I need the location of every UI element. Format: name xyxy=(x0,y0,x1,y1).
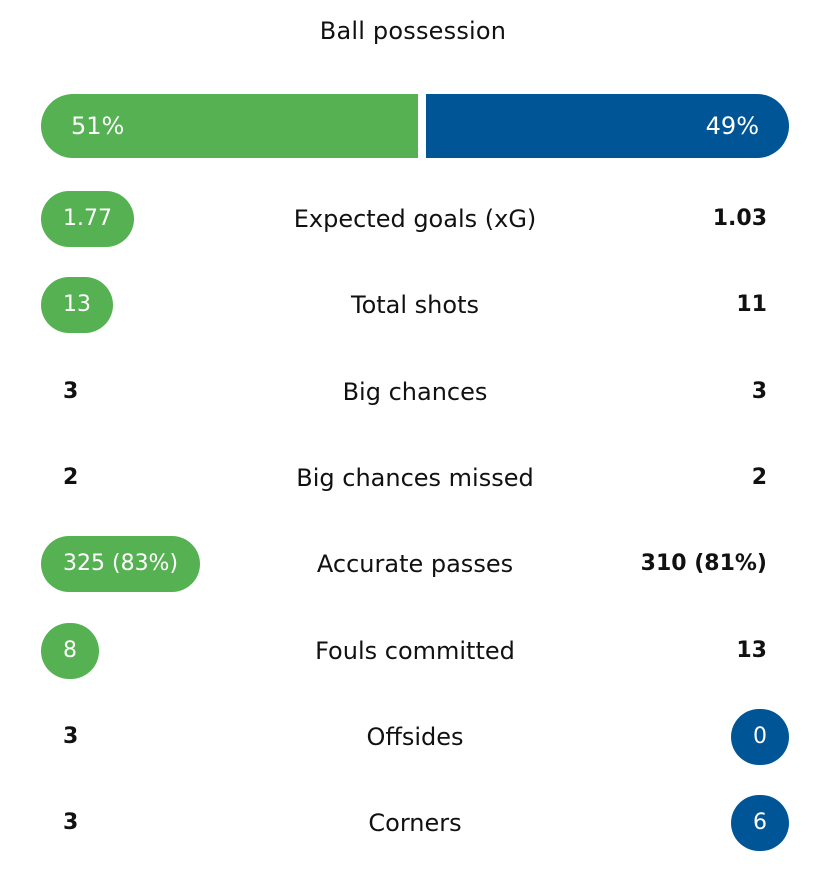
stat-label: Fouls committed xyxy=(315,637,515,665)
stat-row-big-chances-missed: 2 Big chances missed 2 xyxy=(41,450,789,506)
stat-row-big-chances: 3 Big chances 3 xyxy=(41,364,789,420)
stat-row-corners: 3 Corners 6 xyxy=(41,795,789,851)
away-stat-value: 310 (81%) xyxy=(640,551,767,576)
home-possession-value: 51% xyxy=(71,112,125,140)
stat-label: Big chances xyxy=(342,378,488,406)
home-stat-value: 3 xyxy=(63,379,79,404)
possession-title: Ball possession xyxy=(319,17,507,45)
stat-label: Offsides xyxy=(366,723,464,751)
stat-label: Expected goals (xG) xyxy=(293,205,537,233)
away-stat-value: 1.03 xyxy=(712,206,767,231)
away-possession-segment: 49% xyxy=(426,94,789,158)
stat-row-total-shots: 13 Total shots 11 xyxy=(41,277,789,333)
stat-row-expected-goals: 1.77 Expected goals (xG) 1.03 xyxy=(41,191,789,247)
stat-label: Total shots xyxy=(351,291,479,319)
away-stat-value: 3 xyxy=(751,379,767,404)
away-stat-value: 0 xyxy=(731,709,789,765)
home-stat-value: 325 (83%) xyxy=(41,536,201,592)
home-stat-value: 3 xyxy=(63,724,79,749)
away-stat-value: 13 xyxy=(736,638,767,663)
stat-row-fouls-committed: 8 Fouls committed 13 xyxy=(41,623,789,679)
away-stat-value: 2 xyxy=(751,465,767,490)
home-stat-value: 1.77 xyxy=(41,191,134,247)
home-stat-value: 13 xyxy=(41,277,113,333)
home-possession-segment: 51% xyxy=(41,94,418,158)
away-stat-value: 6 xyxy=(731,795,789,851)
home-stat-value: 3 xyxy=(63,810,79,835)
home-stat-value: 2 xyxy=(63,465,79,490)
possession-bar: 51% 49% xyxy=(41,94,789,158)
stat-label: Accurate passes xyxy=(316,550,514,578)
stat-row-offsides: 3 Offsides 0 xyxy=(41,709,789,765)
home-stat-value: 8 xyxy=(41,623,99,679)
stat-row-accurate-passes: 325 (83%) Accurate passes 310 (81%) xyxy=(41,536,789,592)
stat-label: Big chances missed xyxy=(296,464,534,492)
stat-label: Corners xyxy=(368,809,462,837)
away-possession-value: 49% xyxy=(705,112,759,140)
away-stat-value: 11 xyxy=(736,292,767,317)
